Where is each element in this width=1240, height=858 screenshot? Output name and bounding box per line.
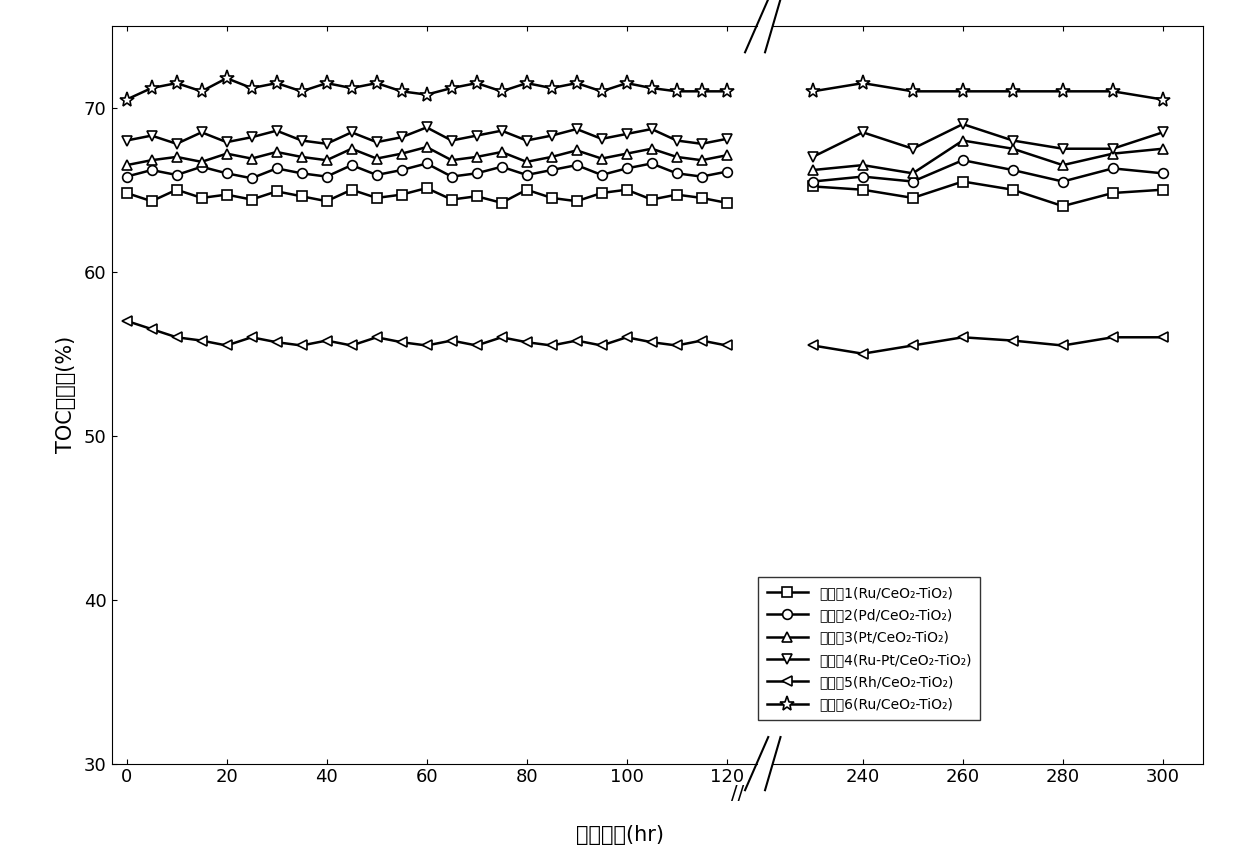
实施奥2(Pd/CeO₂-TiO₂) <box>1006 165 1021 175</box>
实施奥2(Pd/CeO₂-TiO₂) <box>805 177 820 187</box>
实施奥5(Rh/CeO₂-TiO₂) <box>1105 332 1120 342</box>
实施奥2(Pd/CeO₂-TiO₂) <box>856 172 870 182</box>
Text: 运行时间(hr): 运行时间(hr) <box>577 825 663 845</box>
实施奥3(Pt/CeO₂-TiO₂) <box>1156 143 1171 154</box>
实施奥2(Pd/CeO₂-TiO₂) <box>1105 163 1120 173</box>
Line: 实施奥6(Ru/CeO₂-TiO₂): 实施奥6(Ru/CeO₂-TiO₂) <box>805 76 1171 107</box>
实施奥4(Ru-Pt/CeO₂-TiO₂) <box>955 119 970 130</box>
Text: //: // <box>732 784 744 803</box>
实施奥3(Pt/CeO₂-TiO₂) <box>856 160 870 170</box>
Line: 实施奥2(Pd/CeO₂-TiO₂): 实施奥2(Pd/CeO₂-TiO₂) <box>808 155 1168 186</box>
实施奥3(Pt/CeO₂-TiO₂) <box>1105 148 1120 159</box>
Line: 实施奥3(Pt/CeO₂-TiO₂): 实施奥3(Pt/CeO₂-TiO₂) <box>808 136 1168 178</box>
实施奥4(Ru-Pt/CeO₂-TiO₂) <box>856 127 870 137</box>
实施奥1(Ru/CeO₂-TiO₂) <box>905 193 920 203</box>
实施奥1(Ru/CeO₂-TiO₂) <box>1055 201 1070 211</box>
Legend: 实施奥1(Ru/CeO₂-TiO₂), 实施奥2(Pd/CeO₂-TiO₂), 实施奥3(Pt/CeO₂-TiO₂), 实施奥4(Ru-Pt/CeO₂-TiO₂: 实施奥1(Ru/CeO₂-TiO₂), 实施奥2(Pd/CeO₂-TiO₂), … <box>758 577 980 720</box>
Y-axis label: TOC去除率(%): TOC去除率(%) <box>56 336 76 453</box>
实施奥5(Rh/CeO₂-TiO₂) <box>856 348 870 359</box>
实施奥3(Pt/CeO₂-TiO₂) <box>1006 143 1021 154</box>
实施奥1(Ru/CeO₂-TiO₂) <box>955 177 970 187</box>
实施奥4(Ru-Pt/CeO₂-TiO₂) <box>805 152 820 162</box>
Line: 实施奥1(Ru/CeO₂-TiO₂): 实施奥1(Ru/CeO₂-TiO₂) <box>808 177 1168 211</box>
实施奥3(Pt/CeO₂-TiO₂) <box>905 168 920 178</box>
实施奥2(Pd/CeO₂-TiO₂) <box>905 177 920 187</box>
实施奥6(Ru/CeO₂-TiO₂) <box>856 78 870 88</box>
实施奥5(Rh/CeO₂-TiO₂) <box>805 341 820 351</box>
实施奥1(Ru/CeO₂-TiO₂) <box>856 184 870 195</box>
实施奥5(Rh/CeO₂-TiO₂) <box>905 341 920 351</box>
实施奥6(Ru/CeO₂-TiO₂) <box>1156 94 1171 105</box>
实施奥2(Pd/CeO₂-TiO₂) <box>1156 168 1171 178</box>
实施奥5(Rh/CeO₂-TiO₂) <box>955 332 970 342</box>
实施奥6(Ru/CeO₂-TiO₂) <box>905 86 920 96</box>
实施奥5(Rh/CeO₂-TiO₂) <box>1006 335 1021 346</box>
实施奥1(Ru/CeO₂-TiO₂) <box>1156 184 1171 195</box>
实施奥5(Rh/CeO₂-TiO₂) <box>1055 341 1070 351</box>
实施奥3(Pt/CeO₂-TiO₂) <box>1055 160 1070 170</box>
实施奥4(Ru-Pt/CeO₂-TiO₂) <box>1156 127 1171 137</box>
实施奥6(Ru/CeO₂-TiO₂) <box>1055 86 1070 96</box>
实施奥1(Ru/CeO₂-TiO₂) <box>805 181 820 191</box>
实施奥4(Ru-Pt/CeO₂-TiO₂) <box>1105 143 1120 154</box>
实施奥6(Ru/CeO₂-TiO₂) <box>1105 86 1120 96</box>
实施奥1(Ru/CeO₂-TiO₂) <box>1006 184 1021 195</box>
实施奥6(Ru/CeO₂-TiO₂) <box>1006 86 1021 96</box>
实施奥5(Rh/CeO₂-TiO₂) <box>1156 332 1171 342</box>
实施奥4(Ru-Pt/CeO₂-TiO₂) <box>1006 136 1021 146</box>
实施奥3(Pt/CeO₂-TiO₂) <box>955 136 970 146</box>
实施奥2(Pd/CeO₂-TiO₂) <box>955 155 970 166</box>
实施奥6(Ru/CeO₂-TiO₂) <box>805 86 820 96</box>
实施奥1(Ru/CeO₂-TiO₂) <box>1105 188 1120 198</box>
实施奥4(Ru-Pt/CeO₂-TiO₂) <box>1055 143 1070 154</box>
实施奥2(Pd/CeO₂-TiO₂) <box>1055 177 1070 187</box>
实施奥4(Ru-Pt/CeO₂-TiO₂) <box>905 143 920 154</box>
Line: 实施奥5(Rh/CeO₂-TiO₂): 实施奥5(Rh/CeO₂-TiO₂) <box>808 332 1168 359</box>
实施奥3(Pt/CeO₂-TiO₂) <box>805 165 820 175</box>
实施奥6(Ru/CeO₂-TiO₂) <box>955 86 970 96</box>
Line: 实施奥4(Ru-Pt/CeO₂-TiO₂): 实施奥4(Ru-Pt/CeO₂-TiO₂) <box>808 119 1168 162</box>
